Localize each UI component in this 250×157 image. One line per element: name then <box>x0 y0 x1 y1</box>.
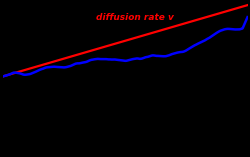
Text: diffusion rate v: diffusion rate v <box>96 13 174 22</box>
